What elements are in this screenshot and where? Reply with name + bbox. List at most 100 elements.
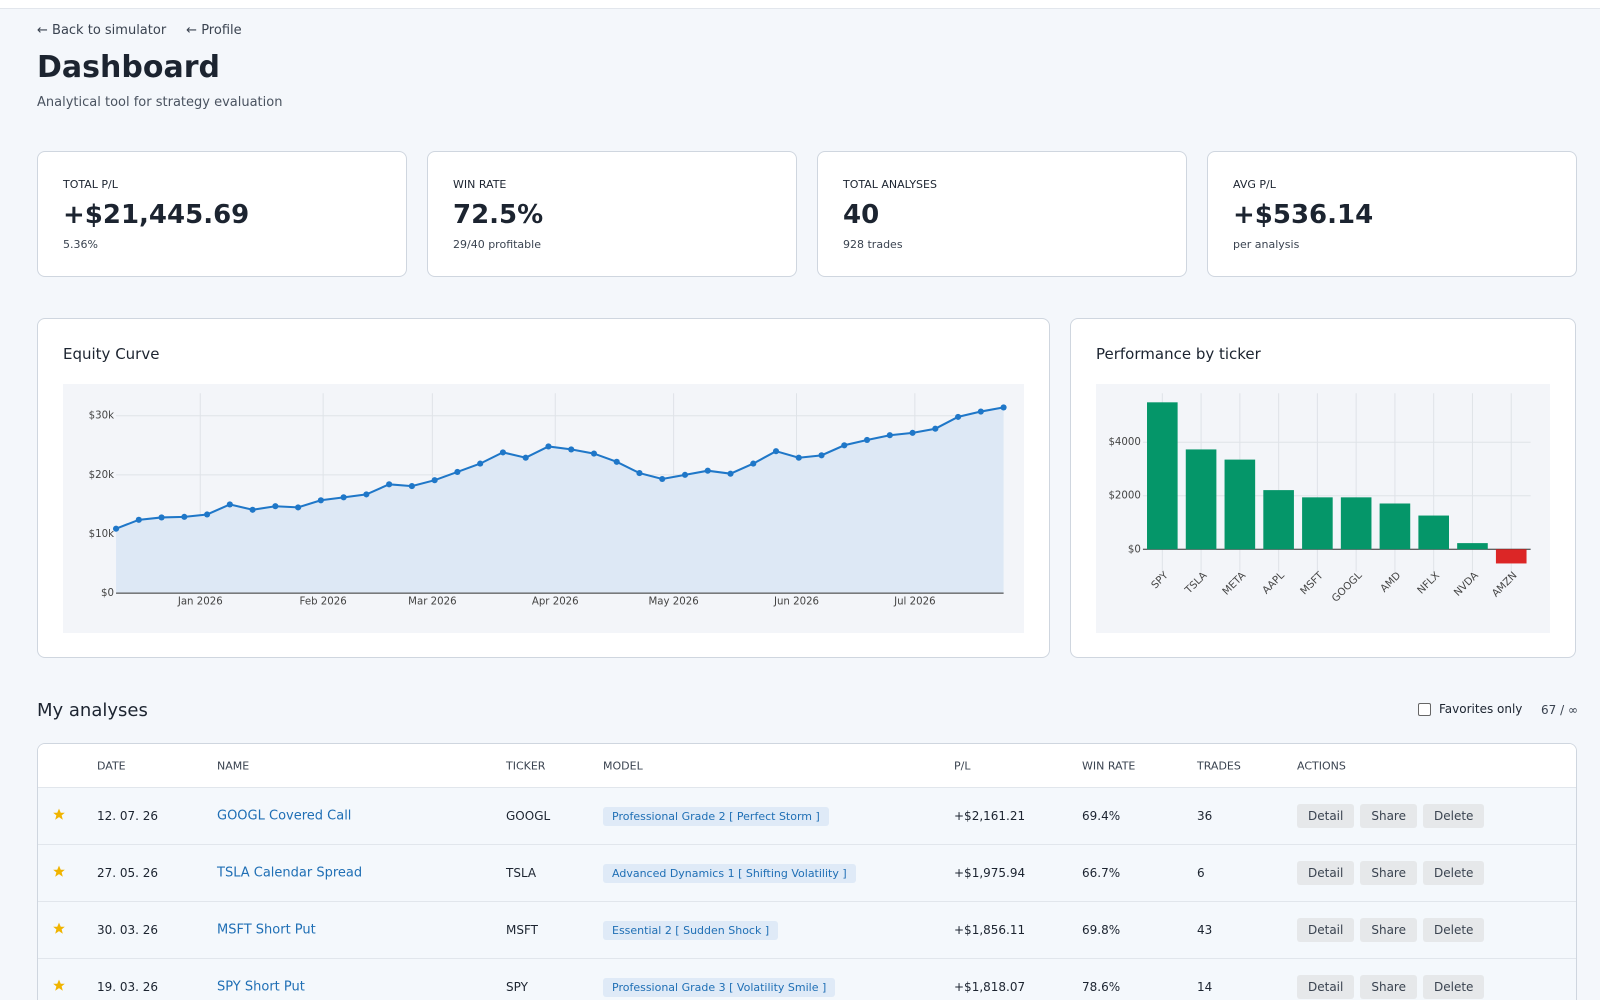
stat-card: AVG P/L +$536.14 per analysis [1207, 151, 1577, 277]
equity-point [932, 425, 939, 432]
stat-value: 40 [843, 200, 880, 230]
column-header: MODEL [603, 759, 643, 772]
bar [1495, 549, 1527, 564]
checkbox[interactable] [1418, 702, 1431, 716]
column-header: TICKER [506, 759, 546, 772]
analysis-link[interactable]: GOOGL Covered Call [217, 808, 352, 824]
action-button[interactable]: Delete [1423, 861, 1485, 885]
equity-point [909, 429, 916, 436]
equity-point [340, 494, 347, 501]
y-tick-label: $0 [1128, 544, 1141, 555]
profile-link[interactable]: ← Profile [186, 23, 242, 38]
page-subtitle: Analytical tool for strategy evaluation [37, 95, 283, 110]
actions-cell: Detail Share Delete [1297, 975, 1490, 999]
favorite-star[interactable] [52, 865, 66, 882]
back-link[interactable]: ← Back to simulator [37, 23, 167, 38]
star-icon [53, 922, 65, 934]
equity-point [135, 516, 142, 523]
action-button[interactable]: Share [1360, 975, 1417, 999]
model-badge: Essential 2 [ Sudden Shock ] [603, 921, 779, 940]
action-button[interactable]: Detail [1297, 804, 1355, 828]
action-button[interactable]: Share [1360, 918, 1417, 942]
analyses-table: DATE NAME TICKER MODEL P/L WIN RATE TRADES ACTI… [37, 743, 1577, 1000]
stat-value: 72.5% [453, 200, 544, 230]
table-row: 19. 03. 26 SPY Short Put SPY Professional G… [38, 959, 1576, 1000]
table-row: 27. 05. 26 TSLA Calendar Spread TSLA Advanc… [38, 845, 1576, 902]
star-icon [53, 808, 65, 820]
equity-point [841, 442, 848, 449]
win-rate-cell: 66.7% [1082, 866, 1121, 880]
equity-point [317, 497, 324, 504]
equity-point [977, 408, 984, 415]
equity-point [431, 477, 438, 484]
x-tick-label: May 2026 [648, 596, 698, 607]
favorites-filter[interactable]: Favorites only [1418, 702, 1522, 716]
stat-label: WIN RATE [453, 178, 507, 191]
equity-point [249, 506, 256, 513]
y-tick-label: $2000 [1108, 491, 1140, 502]
equity-point [499, 449, 506, 456]
table-row: 30. 03. 26 MSFT Short Put MSFT Essential 2 … [38, 902, 1576, 959]
star-icon [53, 979, 65, 991]
ticker-cell: TSLA [506, 866, 537, 880]
action-button[interactable]: Detail [1297, 918, 1355, 942]
equity-point [659, 475, 666, 483]
stat-label: TOTAL P/L [63, 178, 118, 191]
equity-point [454, 468, 461, 475]
action-button[interactable]: Detail [1297, 861, 1355, 885]
win-rate-cell: 69.4% [1082, 809, 1121, 823]
name-cell: GOOGL Covered Call [217, 809, 351, 824]
analysis-link[interactable]: TSLA Calendar Spread [217, 865, 363, 881]
bar [1457, 543, 1488, 550]
x-tick-label: Jan 2026 [177, 596, 223, 607]
y-tick-label: $0 [101, 588, 114, 599]
action-button[interactable]: Share [1360, 804, 1417, 828]
name-cell: MSFT Short Put [217, 923, 316, 938]
stat-card: WIN RATE 72.5% 29/40 profitable [427, 151, 797, 277]
date-cell: 30. 03. 26 [97, 923, 159, 937]
top-bar [0, 0, 1600, 9]
action-button[interactable]: Delete [1423, 975, 1485, 999]
equity-point [386, 481, 393, 488]
model-cell: Essential 2 [ Sudden Shock ] [603, 921, 779, 940]
bar [1379, 503, 1411, 550]
trades-cell: 6 [1197, 866, 1205, 880]
favorite-star[interactable] [52, 808, 66, 825]
equity-point [863, 436, 871, 444]
equity-point [818, 452, 825, 459]
x-tick-label: Jun 2026 [773, 596, 819, 607]
equity-point [636, 470, 643, 477]
equity-point [795, 454, 802, 461]
model-cell: Professional Grade 2 [ Perfect Storm ] [603, 807, 829, 826]
ticker-cell: MSFT [506, 923, 538, 937]
analysis-link[interactable]: SPY Short Put [217, 979, 305, 995]
equity-point [1000, 404, 1007, 411]
favorite-star[interactable] [52, 979, 66, 996]
stat-value: +$21,445.69 [63, 200, 250, 230]
action-button[interactable]: Delete [1423, 918, 1485, 942]
analysis-link[interactable]: MSFT Short Put [217, 922, 316, 938]
x-tick-label: Mar 2026 [408, 596, 456, 607]
action-button[interactable]: Detail [1297, 975, 1355, 999]
model-badge: Professional Grade 3 [ Volatility Smile … [603, 978, 836, 997]
y-tick-label: $30k [89, 411, 114, 422]
name-cell: TSLA Calendar Spread [217, 866, 362, 881]
stat-card: TOTAL ANALYSES 40 928 trades [817, 151, 1187, 277]
equity-line [115, 406, 1004, 530]
date-cell: 19. 03. 26 [97, 980, 159, 994]
y-tick-label: $20k [89, 470, 114, 481]
column-header: TRADES [1197, 759, 1241, 772]
actions-cell: Detail Share Delete [1297, 918, 1490, 942]
stat-sub: 928 trades [843, 238, 903, 251]
action-button[interactable]: Share [1360, 861, 1417, 885]
stat-label: AVG P/L [1233, 178, 1276, 191]
bar [1224, 459, 1256, 550]
equity-point [477, 460, 484, 467]
stat-sub: 29/40 profitable [453, 238, 541, 251]
action-button[interactable]: Delete [1423, 804, 1485, 828]
column-header: NAME [217, 759, 250, 772]
date-cell: 27. 05. 26 [97, 866, 159, 880]
equity-point [226, 501, 233, 508]
favorite-star[interactable] [52, 922, 66, 939]
model-badge: Advanced Dynamics 1 [ Shifting Volatilit… [603, 864, 856, 883]
